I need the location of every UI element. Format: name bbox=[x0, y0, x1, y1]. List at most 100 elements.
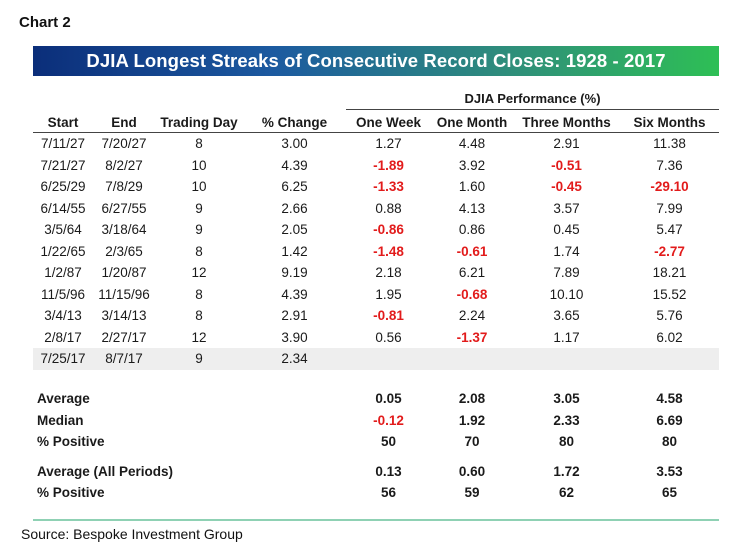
table-cell bbox=[431, 348, 513, 370]
table-cell: 5.76 bbox=[656, 308, 683, 324]
table-cell: 7/20/27 bbox=[101, 136, 147, 152]
summary-value: 65 bbox=[661, 485, 678, 501]
table-cell: 3.90 bbox=[281, 329, 308, 345]
table-cell: 10 bbox=[191, 179, 207, 195]
summary-label: Average (All Periods) bbox=[37, 463, 174, 479]
summary-row: % Positive 56 59 62 65 bbox=[33, 482, 719, 504]
table-cell: 7.99 bbox=[656, 200, 683, 216]
table-cell: -2.77 bbox=[654, 243, 685, 259]
table-cell: 4.13 bbox=[458, 200, 486, 216]
table-cell bbox=[513, 348, 620, 370]
table-row: 2/8/17 2/27/17 12 3.90 0.56 -1.37 1.17 6.02 bbox=[33, 327, 719, 349]
table-cell: 7.89 bbox=[553, 265, 580, 281]
summary-row: Median -0.12 1.92 2.33 6.69 bbox=[33, 410, 719, 432]
table-row: 3/4/13 3/14/13 8 2.91 -0.81 2.24 3.65 5.76 bbox=[33, 305, 719, 327]
table-cell: 12 bbox=[191, 329, 207, 345]
table-row: 7/11/27 7/20/27 8 3.00 1.27 4.48 2.91 11.38 bbox=[33, 133, 719, 155]
table-cell: 1.27 bbox=[375, 136, 402, 152]
table-cell: 1.60 bbox=[458, 179, 486, 195]
column-header: End bbox=[93, 112, 155, 133]
table-row: 7/25/17 8/7/17 9 2.34 bbox=[33, 348, 719, 370]
table-cell: 0.45 bbox=[553, 222, 580, 238]
table-cell: 7/8/29 bbox=[105, 179, 143, 195]
column-header: Start bbox=[33, 112, 93, 133]
summary-label: Average bbox=[37, 391, 90, 407]
table-cell: 9 bbox=[195, 200, 203, 216]
table-cell: 9 bbox=[155, 348, 243, 370]
table-cell: -0.61 bbox=[456, 243, 488, 259]
table-cell: 9 bbox=[195, 222, 203, 238]
column-header: Trading Day bbox=[155, 112, 243, 133]
summary-value: 3.05 bbox=[553, 391, 580, 407]
table-cell: 2.24 bbox=[458, 308, 486, 324]
table-cell: 7/25/17 bbox=[33, 348, 93, 370]
table-cell: 18.21 bbox=[652, 265, 687, 281]
table-cell: 4.39 bbox=[281, 157, 308, 173]
table-cell: -1.37 bbox=[456, 329, 488, 345]
chart-label: Chart 2 bbox=[19, 14, 71, 31]
table-cell: 3.57 bbox=[553, 200, 580, 216]
summary-label: Median bbox=[37, 412, 84, 428]
table-cell: 1.17 bbox=[553, 329, 580, 345]
table-cell: 2.91 bbox=[281, 308, 308, 324]
table-cell: 6/25/29 bbox=[40, 179, 86, 195]
summary-value: 80 bbox=[661, 434, 678, 450]
table-row: 7/21/27 8/2/27 10 4.39 -1.89 3.92 -0.51 7.36 bbox=[33, 155, 719, 177]
table-row: 6/25/29 7/8/29 10 6.25 -1.33 1.60 -0.45 -29.10 bbox=[33, 176, 719, 198]
table-cell: 4.39 bbox=[281, 286, 308, 302]
summary-value: -0.12 bbox=[373, 412, 404, 428]
table-cell: -1.33 bbox=[373, 179, 404, 195]
table-cell: 8/2/27 bbox=[105, 157, 143, 173]
table-cell: 11/15/96 bbox=[98, 286, 150, 302]
table-row: 1/2/87 1/20/87 12 9.19 2.18 6.21 7.89 18.21 bbox=[33, 262, 719, 284]
table-cell: 12 bbox=[191, 265, 207, 281]
table-cell: 0.88 bbox=[375, 200, 402, 216]
table-cell: 6/27/55 bbox=[101, 200, 147, 216]
table-cell: 5.47 bbox=[656, 222, 683, 238]
summary-value: 1.92 bbox=[458, 412, 486, 428]
table-cell: 7/21/27 bbox=[40, 157, 86, 173]
summary-value: 59 bbox=[464, 485, 480, 501]
table-cell: 10.10 bbox=[549, 286, 584, 302]
summary-value: 80 bbox=[558, 434, 575, 450]
summary-value: 0.05 bbox=[375, 391, 402, 407]
summary-value: 0.60 bbox=[458, 463, 486, 479]
summary-value: 1.72 bbox=[553, 463, 580, 479]
table-header-row: Start End Trading Day % Change One Week … bbox=[33, 112, 719, 133]
table-cell: 2.91 bbox=[553, 136, 580, 152]
summary-row: % Positive 50 70 80 80 bbox=[33, 431, 719, 453]
table-row: 1/22/65 2/3/65 8 1.42 -1.48 -0.61 1.74 -2.77 bbox=[33, 241, 719, 263]
chart-title-banner: DJIA Longest Streaks of Consecutive Reco… bbox=[33, 46, 719, 76]
table-cell: 6/14/55 bbox=[40, 200, 86, 216]
table-cell: 8 bbox=[195, 243, 203, 259]
source-note: Source: Bespoke Investment Group bbox=[21, 526, 243, 542]
summary-value: 56 bbox=[380, 485, 397, 501]
table-cell: 7.36 bbox=[656, 157, 683, 173]
summary-value: 62 bbox=[558, 485, 575, 501]
table-cell: 3.92 bbox=[458, 157, 486, 173]
summary-value: 2.33 bbox=[553, 412, 580, 428]
summary-value: 4.58 bbox=[656, 391, 683, 407]
summary-value: 3.53 bbox=[656, 463, 683, 479]
table-cell: 8 bbox=[195, 136, 203, 152]
streaks-table: Start End Trading Day % Change One Week … bbox=[33, 112, 719, 370]
column-header: Three Months bbox=[513, 112, 620, 133]
table-cell: -0.45 bbox=[551, 179, 582, 195]
table-cell: 10 bbox=[191, 157, 207, 173]
table-cell: 1/22/65 bbox=[40, 243, 86, 259]
summary-table: Average 0.05 2.08 3.05 4.58 Median -0.12 1.92 2.… bbox=[33, 388, 719, 504]
table-cell: -0.86 bbox=[373, 222, 404, 238]
table-cell: -0.51 bbox=[551, 157, 582, 173]
summary-value: 2.08 bbox=[458, 391, 486, 407]
table-cell: 1.42 bbox=[281, 243, 308, 259]
table-cell: 2/8/17 bbox=[44, 329, 82, 345]
summary-value: 50 bbox=[380, 434, 397, 450]
table-cell: -0.68 bbox=[456, 286, 488, 302]
table-cell: 15.52 bbox=[652, 286, 687, 302]
column-header: Six Months bbox=[620, 112, 719, 133]
table-cell: 3/18/64 bbox=[101, 222, 147, 238]
performance-group-header: DJIA Performance (%) bbox=[346, 91, 719, 110]
summary-value: 6.69 bbox=[656, 412, 683, 428]
table-cell: 2/27/17 bbox=[101, 329, 147, 345]
table-cell: 2.05 bbox=[281, 222, 308, 238]
